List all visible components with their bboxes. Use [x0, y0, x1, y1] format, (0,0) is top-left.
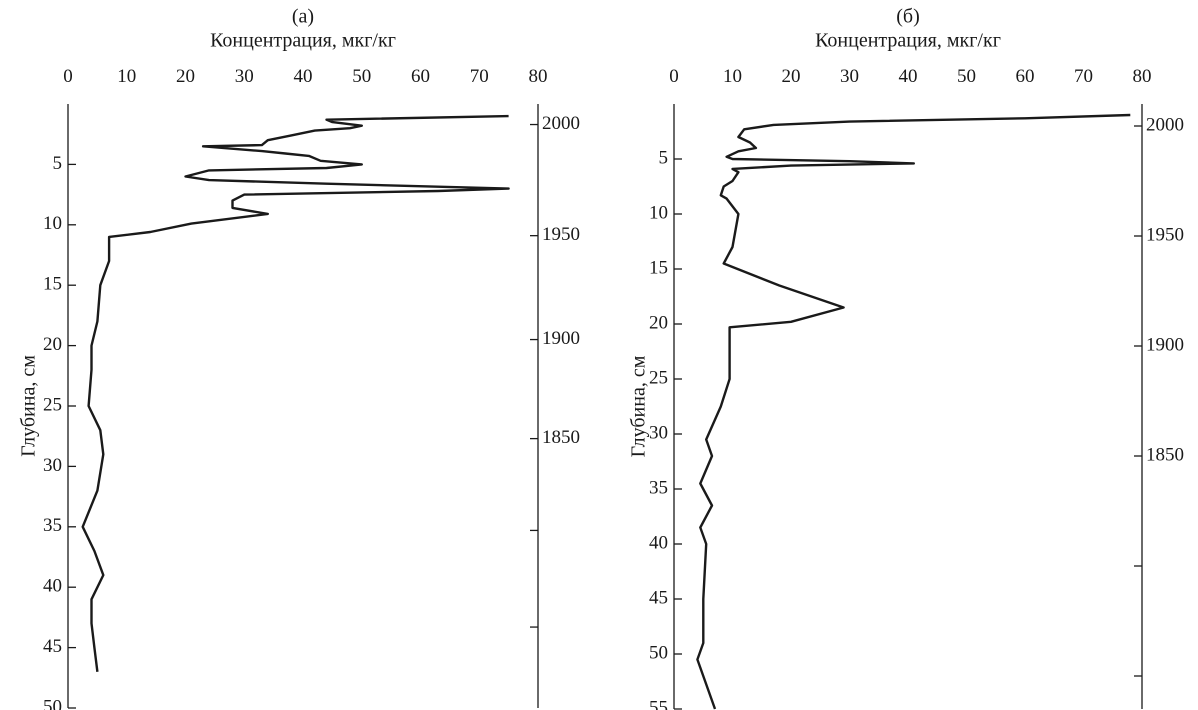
- y-tick-label: 40: [649, 532, 668, 553]
- year-tick-label: 1950: [542, 224, 580, 245]
- panel-label: (б): [896, 6, 920, 28]
- y-tick-label: 25: [649, 367, 668, 388]
- y-tick-label: 15: [649, 257, 668, 278]
- year-tick-label: 1900: [542, 328, 580, 349]
- panel-b: (б)Концентрация, мкг/кг 0 10 20 30 40 50 60 70 80…: [628, 6, 1184, 710]
- x-tick-label: 40: [294, 66, 313, 87]
- x-tick-label: 70: [470, 66, 489, 87]
- x-tick-label: 0: [63, 66, 73, 87]
- y-tick-label: 45: [43, 636, 62, 657]
- x-tick-label: 20: [176, 66, 195, 87]
- y-tick-label: 35: [649, 477, 668, 498]
- panel-a: (a)Концентрация, мкг/кг 0 10 20 30 40 50 60 70 80…: [18, 6, 580, 710]
- x-axis-title: Концентрация, мкг/кг: [815, 30, 1001, 52]
- y-axis-title: Глубина, см: [628, 355, 650, 457]
- x-tick-label: 70: [1074, 66, 1093, 87]
- x-tick-label: 30: [840, 66, 859, 87]
- y-tick-label: 25: [43, 394, 62, 415]
- year-tick-label: 1900: [1146, 334, 1184, 355]
- y-tick-label: 5: [53, 153, 63, 174]
- x-tick-label: 80: [529, 66, 548, 87]
- y-tick-label: 20: [43, 334, 62, 355]
- y-tick-label: 45: [649, 587, 668, 608]
- x-tick-label: 20: [782, 66, 801, 87]
- x-tick-label: 80: [1133, 66, 1152, 87]
- y-tick-label: 40: [43, 576, 62, 597]
- y-axis-title: Глубина, см: [18, 355, 40, 457]
- y-tick-label: 30: [43, 455, 62, 476]
- y-tick-label: 20: [649, 312, 668, 333]
- y-tick-label: 50: [649, 642, 668, 663]
- y-tick-label: 55: [649, 697, 668, 710]
- panel-label: (a): [292, 6, 314, 28]
- x-tick-label: 50: [352, 66, 371, 87]
- x-tick-label: 60: [1016, 66, 1035, 87]
- x-tick-label: 10: [117, 66, 136, 87]
- year-tick-label: 2000: [1146, 114, 1184, 135]
- x-tick-label: 30: [235, 66, 254, 87]
- y-tick-label: 15: [43, 274, 62, 295]
- x-tick-label: 40: [899, 66, 918, 87]
- year-tick-label: 2000: [542, 113, 580, 134]
- concentration-profile-line: [81, 114, 510, 672]
- y-tick-label: 5: [659, 147, 669, 168]
- x-tick-label: 50: [957, 66, 976, 87]
- y-tick-label: 30: [649, 422, 668, 443]
- x-tick-label: 10: [723, 66, 742, 87]
- year-tick-label: 1950: [1146, 224, 1184, 245]
- year-tick-label: 1850: [1146, 444, 1184, 465]
- x-axis-title: Концентрация, мкг/кг: [210, 30, 396, 52]
- x-tick-label: 60: [411, 66, 430, 87]
- x-tick-label: 0: [669, 66, 679, 87]
- concentration-profile-line: [696, 113, 1131, 710]
- y-tick-label: 10: [43, 213, 62, 234]
- year-tick-label: 1850: [542, 427, 580, 448]
- y-tick-label: 50: [43, 696, 62, 710]
- y-tick-label: 10: [649, 202, 668, 223]
- y-tick-label: 35: [43, 515, 62, 536]
